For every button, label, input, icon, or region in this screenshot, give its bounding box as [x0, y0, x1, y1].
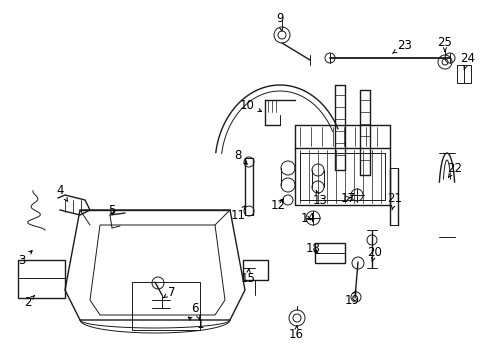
Text: 16: 16	[288, 325, 303, 342]
Bar	[18, 260, 65, 298]
Text: 3: 3	[18, 251, 32, 266]
Text: 7: 7	[163, 285, 175, 298]
Text: 8: 8	[234, 149, 247, 164]
Text: 21: 21	[386, 192, 402, 210]
Text: 19: 19	[344, 291, 359, 306]
Bar	[132, 282, 200, 330]
Text: 17: 17	[340, 192, 355, 204]
Text: 5: 5	[108, 203, 116, 216]
Text: 25: 25	[437, 36, 451, 51]
Text: 14: 14	[300, 212, 315, 225]
Text: 9: 9	[276, 12, 283, 31]
Text: 4: 4	[56, 184, 68, 202]
Text: 22: 22	[447, 162, 462, 177]
Text: 24: 24	[460, 51, 474, 70]
Text: 20: 20	[367, 246, 382, 261]
Text: 6: 6	[191, 302, 200, 320]
Text: 2: 2	[24, 296, 35, 309]
Text: 13: 13	[312, 190, 327, 207]
Bar	[243, 260, 267, 280]
Bar	[456, 65, 470, 83]
Text: 10: 10	[239, 99, 261, 112]
Text: 1: 1	[188, 317, 203, 332]
Text: 12: 12	[270, 198, 285, 212]
Text: 15: 15	[240, 269, 255, 284]
Text: 23: 23	[392, 39, 411, 53]
Text: 11: 11	[230, 206, 245, 221]
Bar	[314, 243, 345, 263]
Text: 18: 18	[305, 242, 320, 255]
